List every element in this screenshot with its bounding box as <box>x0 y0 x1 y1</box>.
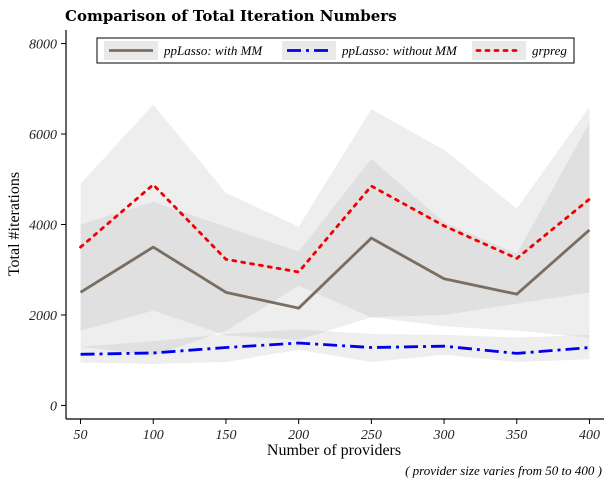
x-tick-label: 350 <box>505 428 527 443</box>
x-tick-label: 400 <box>579 428 600 443</box>
legend-label: ppLasso: with MM <box>163 43 263 58</box>
x-tick-label: 100 <box>143 428 164 443</box>
y-tick-label: 2000 <box>29 309 57 324</box>
chart-caption: ( provider size varies from 50 to 400 ) <box>405 463 602 478</box>
x-tick-label: 50 <box>74 428 88 443</box>
y-tick-label: 4000 <box>29 219 57 234</box>
x-axis-title: Number of providers <box>267 442 401 459</box>
y-tick-label: 0 <box>50 399 57 414</box>
legend-label: ppLasso: without MM <box>341 43 458 58</box>
y-axis-title: Total #iterations <box>6 172 23 276</box>
series-line-1 <box>80 341 590 356</box>
legend-label: grpreg <box>532 43 567 58</box>
x-tick-label: 150 <box>215 428 236 443</box>
x-tick-label: 300 <box>433 428 455 443</box>
legend: ppLasso: with MM ppLasso: without MM grpre… <box>96 37 575 64</box>
chart-title: Comparison of Total Iteration Numbers <box>65 7 397 25</box>
y-tick-label: 8000 <box>29 38 57 53</box>
x-tick-label: 200 <box>288 428 309 443</box>
x-tick-label: 250 <box>361 428 382 443</box>
y-tick-label: 6000 <box>29 128 57 143</box>
series-lines <box>79 183 591 356</box>
series-line-0 <box>79 228 591 310</box>
confidence-band-2 <box>80 122 590 356</box>
confidence-bands <box>80 104 590 364</box>
